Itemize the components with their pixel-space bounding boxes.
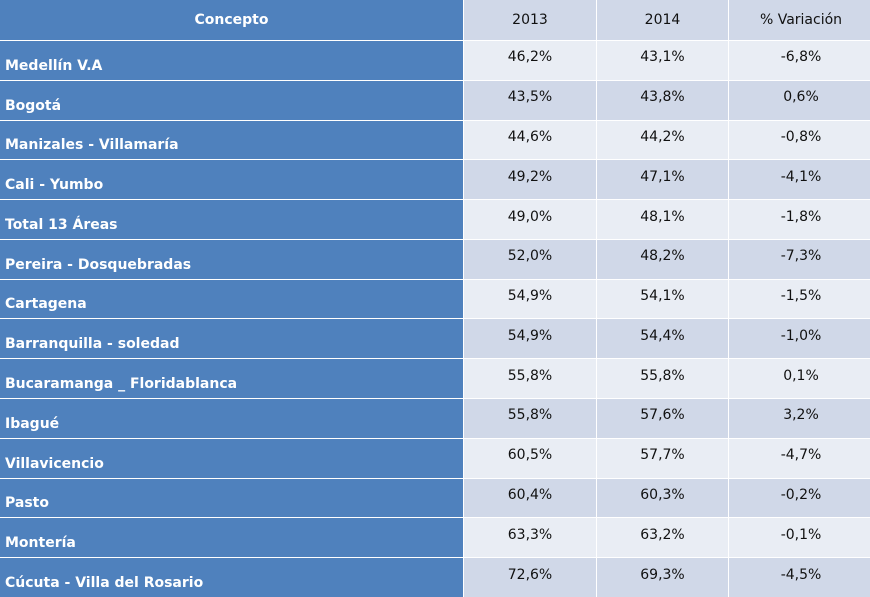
value-cell: 48,2% [597,239,728,279]
header-cell: % Variación [729,0,870,40]
row-label: Cúcuta - Villa del Rosario [0,558,463,597]
row-label: Bucaramanga _ Floridablanca [0,359,463,399]
value-cell: -6,8% [729,41,870,80]
value-cell: -0,8% [729,120,870,160]
value-cell: 44,6% [464,120,596,160]
value-cell: 60,3% [597,478,728,518]
header-cell: 2014 [597,0,728,40]
value-cell: 54,9% [464,319,596,359]
value-cell: 63,3% [464,518,596,558]
row-label: Cartagena [0,279,463,319]
value-cell: -4,5% [729,558,870,597]
row-label: Pasto [0,478,463,518]
value-cell: -1,8% [729,200,870,239]
row-label: Total 13 Áreas [0,200,463,239]
header-cell: 2013 [464,0,596,40]
value-cell: 47,1% [597,160,728,200]
value-cell: 55,8% [464,359,596,399]
value-cell: 55,8% [464,399,596,438]
value-cell: -0,1% [729,518,870,558]
value-cell: 52,0% [464,239,596,279]
value-cell: 57,7% [597,438,728,478]
value-cell: -0,2% [729,478,870,518]
value-cell: -4,7% [729,438,870,478]
row-label: Montería [0,518,463,558]
row-label: Cali - Yumbo [0,160,463,200]
value-cell: 46,2% [464,41,596,80]
value-cell: 57,6% [597,399,728,438]
value-cell: 43,8% [597,80,728,120]
row-label: Barranquilla - soledad [0,319,463,359]
value-cell: 72,6% [464,558,596,597]
value-cell: 54,1% [597,279,728,319]
row-label: Ibagué [0,399,463,438]
value-cell: -1,5% [729,279,870,319]
row-label: Medellín V.A [0,41,463,80]
value-cell: 43,5% [464,80,596,120]
value-cell: 49,0% [464,200,596,239]
value-cell: -7,3% [729,239,870,279]
value-cell: 63,2% [597,518,728,558]
row-label: Pereira - Dosquebradas [0,239,463,279]
value-cell: 49,2% [464,160,596,200]
value-cell: 44,2% [597,120,728,160]
value-cell: 43,1% [597,41,728,80]
value-cell: 60,5% [464,438,596,478]
value-cell: 54,4% [597,319,728,359]
value-cell: 55,8% [597,359,728,399]
value-cell: 3,2% [729,399,870,438]
row-label: Manizales - Villamaría [0,120,463,160]
row-label: Villavicencio [0,438,463,478]
value-cell: -4,1% [729,160,870,200]
value-cell: 54,9% [464,279,596,319]
header-cell: Concepto [0,0,463,40]
value-cell: 60,4% [464,478,596,518]
value-cell: 48,1% [597,200,728,239]
value-cell: 69,3% [597,558,728,597]
value-cell: 0,6% [729,80,870,120]
row-label: Bogotá [0,80,463,120]
value-cell: 0,1% [729,359,870,399]
value-cell: -1,0% [729,319,870,359]
